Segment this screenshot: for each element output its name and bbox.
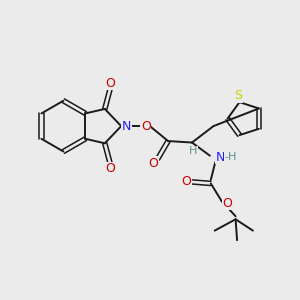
Text: O: O: [105, 77, 115, 90]
Text: O: O: [105, 163, 115, 176]
Text: N: N: [215, 151, 225, 164]
Text: O: O: [148, 157, 158, 169]
Text: -H: -H: [225, 152, 237, 162]
Text: H: H: [189, 146, 197, 157]
Text: N: N: [122, 120, 131, 133]
Text: O: O: [141, 120, 151, 133]
Text: O: O: [182, 176, 191, 188]
Text: S: S: [234, 89, 242, 102]
Text: O: O: [223, 197, 232, 210]
